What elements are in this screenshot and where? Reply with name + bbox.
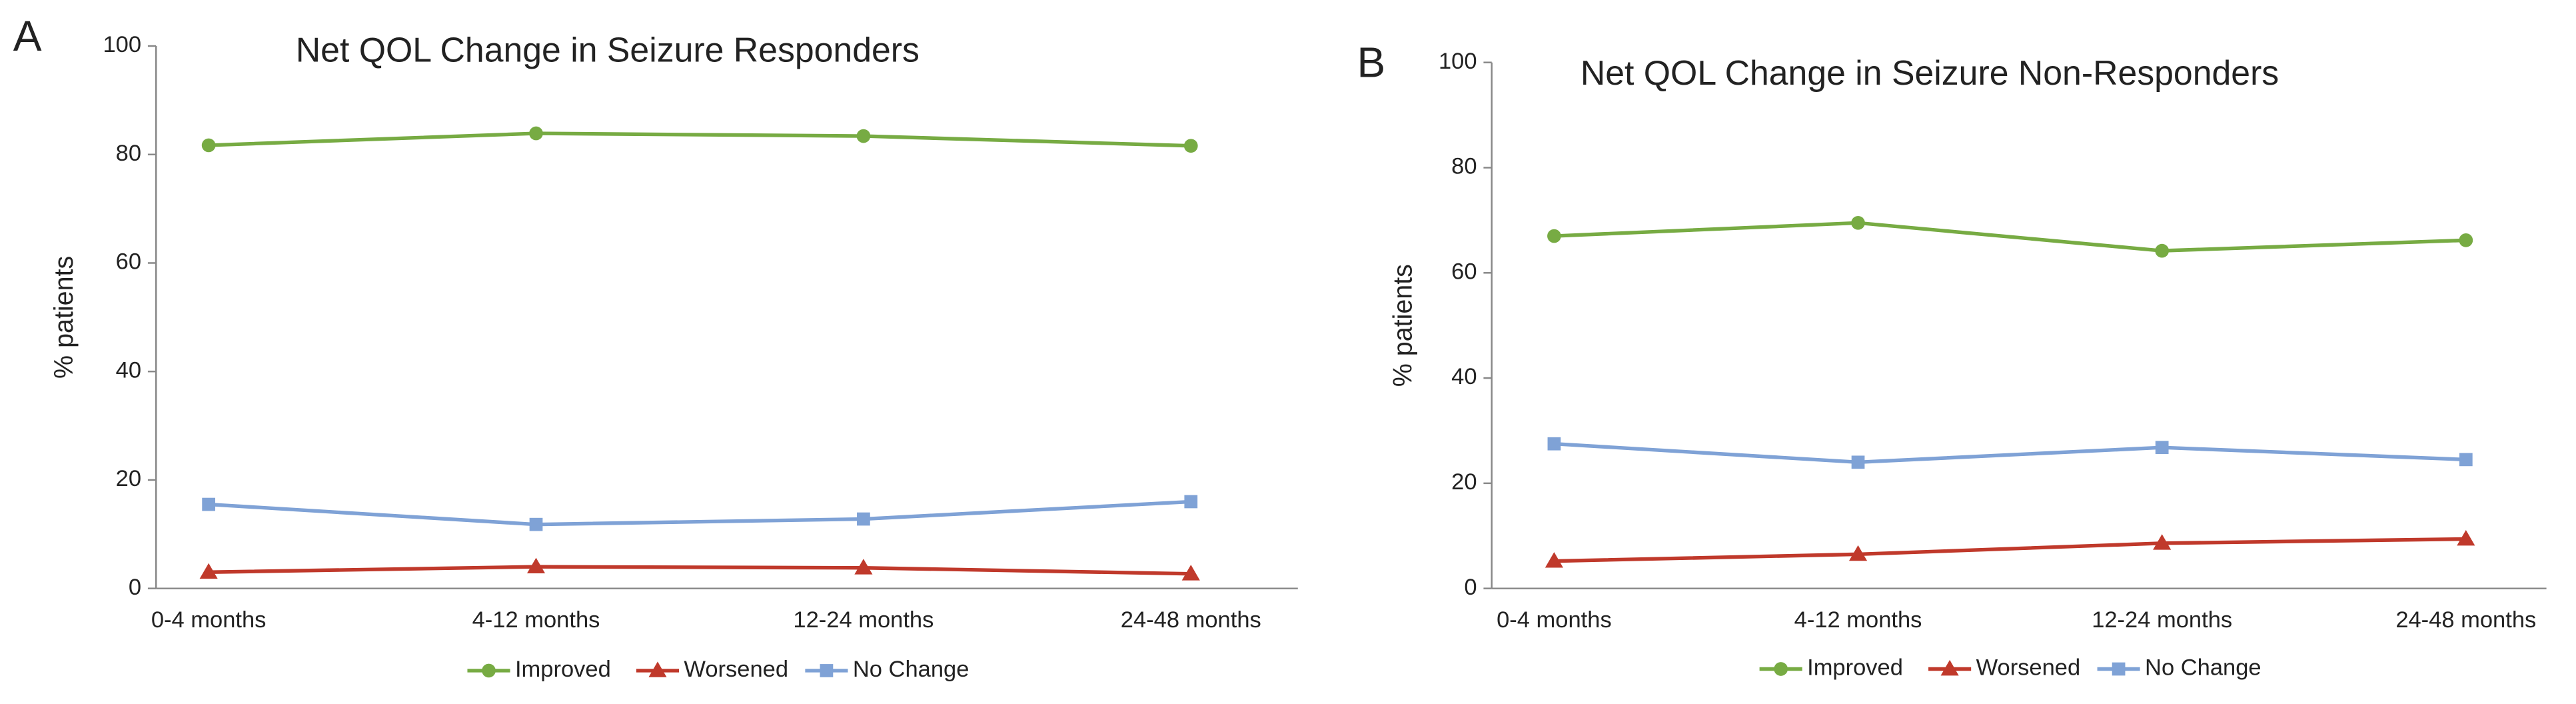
legend-item: Worsened: [636, 657, 788, 682]
x-tick-label: 12-24 months: [793, 607, 934, 633]
marker: [526, 557, 546, 573]
legend-label: Worsened: [1976, 655, 2081, 681]
marker: [482, 663, 496, 678]
panel-label: B: [1357, 39, 1386, 87]
x-tick-label: 0-4 months: [151, 607, 267, 633]
y-tick-label: 100: [1439, 49, 1477, 74]
marker: [1547, 229, 1561, 243]
y-tick-label: 0: [129, 575, 141, 600]
y-tick-label: 80: [116, 141, 141, 166]
marker: [820, 664, 834, 677]
panel-label: A: [13, 12, 42, 60]
marker: [854, 559, 873, 575]
marker: [1181, 565, 1200, 581]
marker: [1547, 437, 1561, 451]
x-tick-label: 12-24 months: [2092, 607, 2232, 633]
marker: [1848, 545, 1868, 561]
marker: [648, 661, 667, 677]
legend-label: Worsened: [684, 657, 788, 682]
y-tick-label: 60: [116, 249, 141, 275]
marker: [2153, 534, 2172, 550]
marker: [2155, 441, 2169, 455]
x-tick-label: 24-48 months: [1121, 607, 1261, 633]
legend-label: No Change: [2145, 655, 2261, 681]
y-tick-label: 20: [1451, 469, 1477, 495]
marker: [529, 126, 543, 141]
marker: [199, 563, 218, 579]
x-tick-label: 4-12 months: [472, 607, 600, 633]
series-line: [1554, 221, 2466, 253]
marker: [856, 129, 871, 143]
series-line: [209, 565, 1191, 576]
marker: [2457, 529, 2475, 546]
y-tick-label: 60: [1451, 259, 1477, 284]
legend-label: Improved: [1807, 655, 1903, 681]
marker: [529, 517, 543, 531]
legend-item: No Change: [805, 657, 969, 682]
marker: [1851, 215, 1865, 230]
legend-item: Worsened: [1928, 655, 2080, 681]
y-tick-label: 40: [116, 357, 141, 383]
series-line: [1554, 441, 2466, 465]
y-axis-label: % patients: [49, 256, 79, 379]
legend-label: No Change: [853, 657, 969, 682]
x-tick-label: 0-4 months: [1497, 607, 1612, 633]
y-axis-label: % patients: [1388, 264, 1417, 387]
series-line: [1554, 537, 2466, 563]
marker: [1940, 659, 1959, 676]
marker: [857, 512, 870, 526]
legend-label: Improved: [515, 657, 611, 682]
x-tick-label: 24-48 months: [2395, 607, 2536, 633]
legend-item: No Change: [2097, 655, 2261, 681]
marker: [2155, 243, 2170, 258]
marker: [1545, 552, 1563, 568]
legend-item: Improved: [467, 657, 611, 682]
marker: [1184, 495, 1198, 509]
y-tick-label: 40: [1451, 364, 1477, 389]
chart: B Net QOL Change in Seizure Non-Responder…: [1357, 39, 2547, 681]
marker: [202, 497, 215, 511]
y-tick-label: 20: [116, 466, 141, 491]
x-tick-label: 4-12 months: [1794, 607, 1922, 633]
chart-title: Net QOL Change in Seizure Responders: [296, 31, 920, 69]
y-tick-label: 80: [1451, 154, 1477, 179]
y-tick-label: 0: [1464, 575, 1477, 600]
marker: [2459, 453, 2473, 467]
series-line: [208, 499, 1191, 527]
series-line: [209, 131, 1191, 148]
chart: A Net QOL Change in Seizure Responders % p…: [13, 12, 1298, 682]
legend-item: Improved: [1759, 655, 1903, 681]
marker: [2112, 662, 2126, 676]
y-tick-label: 100: [103, 32, 141, 57]
marker: [2459, 233, 2473, 247]
marker: [201, 138, 216, 153]
marker: [1774, 662, 1788, 676]
marker: [1183, 139, 1198, 153]
chart-title: Net QOL Change in Seizure Non-Responders: [1581, 53, 2279, 92]
marker: [1851, 455, 1865, 469]
